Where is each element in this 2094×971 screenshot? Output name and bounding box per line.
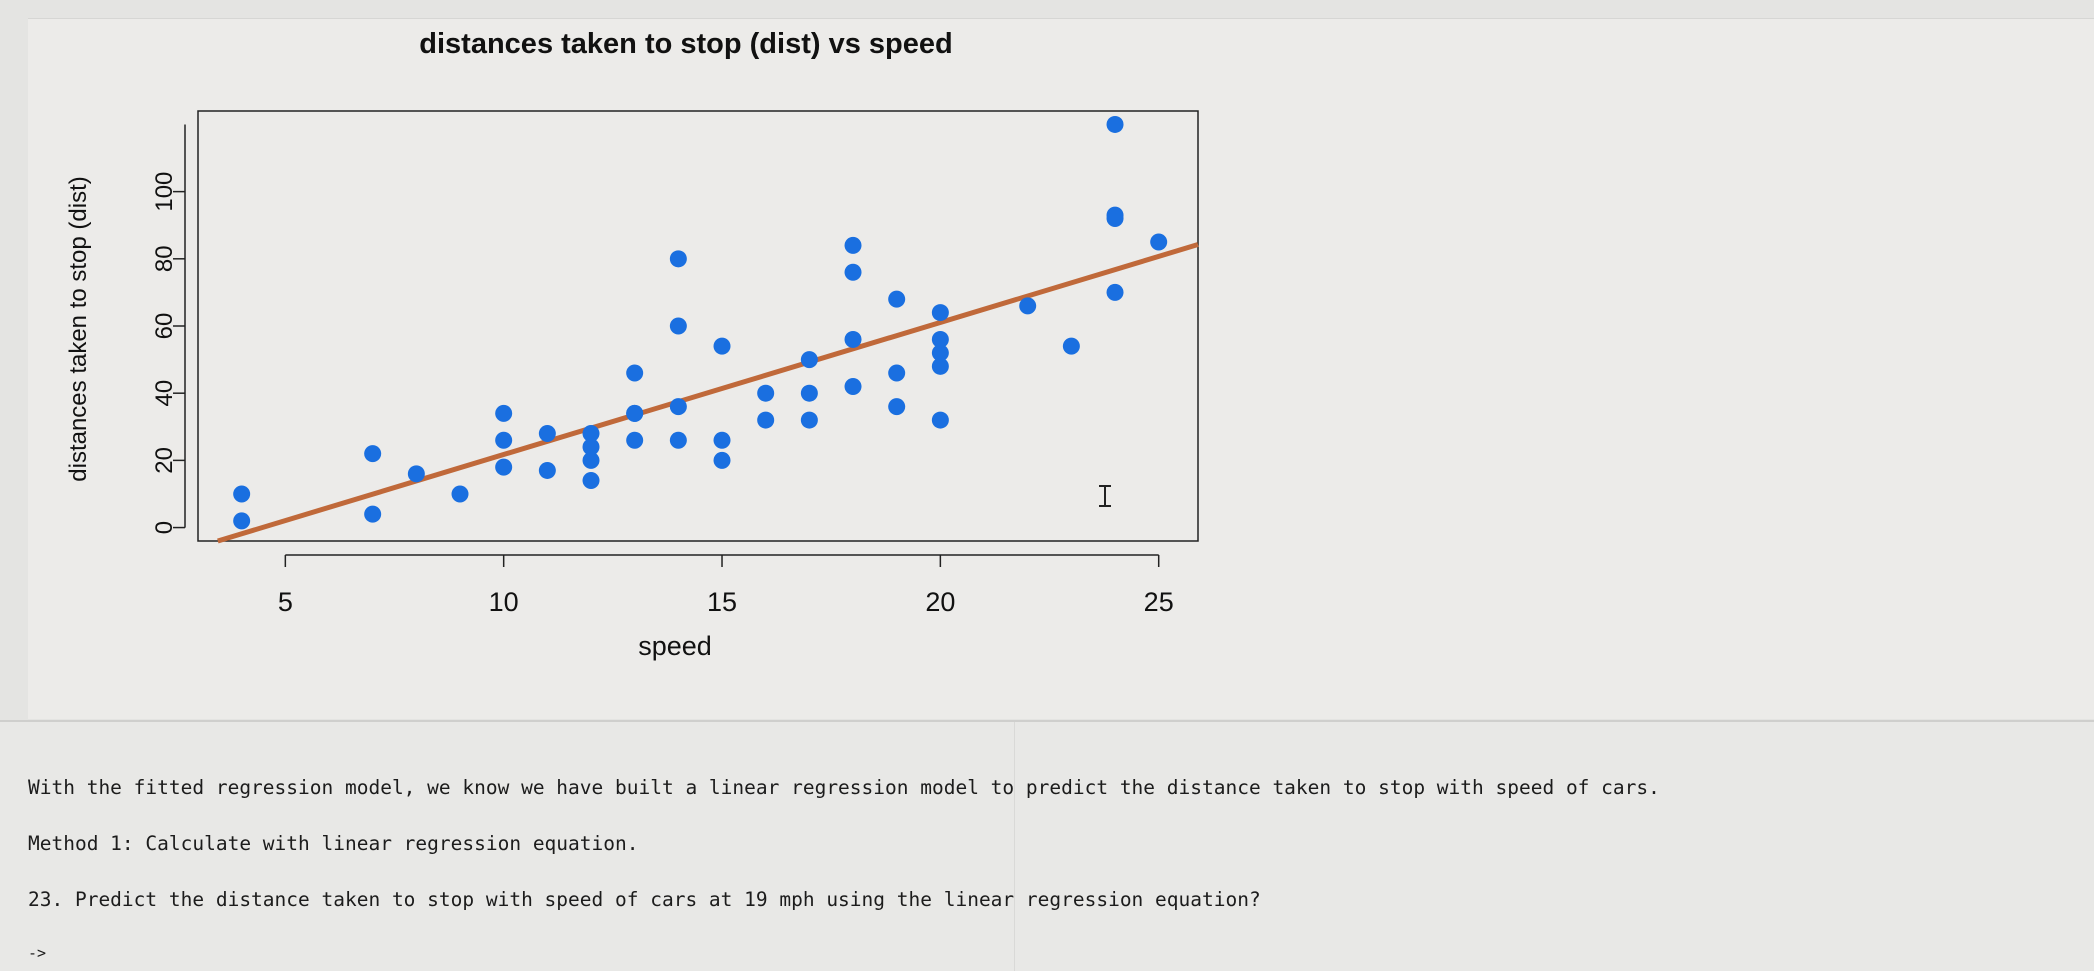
x-tick-label: 5 [278, 587, 293, 617]
y-tick-label: 100 [151, 172, 178, 212]
x-tick-label: 10 [489, 587, 519, 617]
data-point [844, 377, 862, 395]
data-point [931, 411, 949, 429]
data-point [931, 357, 949, 375]
data-point [931, 344, 949, 362]
data-point [1019, 297, 1037, 315]
data-point [1106, 115, 1124, 133]
data-point [538, 461, 556, 479]
data-point [844, 330, 862, 348]
regression-line [217, 242, 1199, 544]
markdown-paragraph-2: Method 1: Calculate with linear regressi… [28, 832, 639, 855]
data-point [364, 505, 382, 523]
data-point [669, 250, 687, 268]
y-tick-label: 40 [151, 380, 178, 407]
data-point [888, 398, 906, 416]
x-axis: 5 10 15 20 25 [278, 554, 1174, 617]
x-tick-label: 20 [925, 587, 955, 617]
data-point [582, 438, 600, 456]
data-point [669, 398, 687, 416]
x-axis-label: speed [638, 631, 712, 661]
data-point [233, 512, 251, 530]
data-point [713, 431, 731, 449]
plot-frame [197, 110, 1199, 542]
data-point [800, 384, 818, 402]
data-point [364, 445, 382, 463]
data-point [451, 485, 469, 503]
data-point [888, 290, 906, 308]
data-point [800, 351, 818, 369]
data-point [844, 236, 862, 254]
text-cursor-icon [1099, 485, 1111, 507]
data-point [626, 404, 644, 422]
data-point [233, 485, 251, 503]
scatter-plot: distances taken to stop (dist) vs speed … [65, 28, 1199, 661]
data-point [582, 472, 600, 490]
data-point [626, 364, 644, 382]
y-tick-label: 20 [151, 447, 178, 474]
cell-divider [1014, 722, 1015, 971]
data-point [495, 431, 513, 449]
y-axis: 0 20 40 60 80 100 [151, 124, 186, 534]
data-point [800, 411, 818, 429]
x-tick-label: 15 [707, 587, 737, 617]
data-point [1062, 337, 1080, 355]
data-point [495, 404, 513, 422]
answer-prompt[interactable]: -> [28, 944, 47, 962]
data-point [888, 364, 906, 382]
data-point [1106, 283, 1124, 301]
y-tick-label: 0 [151, 521, 178, 534]
data-point [1150, 233, 1168, 251]
data-point [844, 263, 862, 281]
data-point [757, 411, 775, 429]
data-point [626, 431, 644, 449]
y-tick-label: 60 [151, 313, 178, 340]
data-point [407, 465, 425, 483]
data-point [669, 317, 687, 335]
data-point [538, 425, 556, 442]
markdown-paragraph-1: With the fitted regression model, we kno… [28, 776, 1660, 799]
data-point [713, 337, 731, 355]
data-point [931, 304, 949, 322]
data-point [713, 451, 731, 469]
y-tick-label: 80 [151, 245, 178, 272]
markdown-cell: With the fitted regression model, we kno… [0, 720, 2094, 971]
data-point [582, 425, 600, 442]
data-point [1106, 206, 1124, 224]
data-point [495, 458, 513, 476]
x-tick-label: 25 [1144, 587, 1174, 617]
data-point [582, 451, 600, 469]
markdown-question-23: 23. Predict the distance taken to stop w… [28, 888, 1261, 911]
plot-output-cell: distances taken to stop (dist) vs speed … [28, 18, 2094, 719]
y-axis-label: distances taken to stop (dist) [65, 176, 92, 481]
chart-title: distances taken to stop (dist) vs speed [419, 28, 952, 60]
data-point [669, 431, 687, 449]
data-point [931, 330, 949, 348]
data-point [757, 384, 775, 402]
